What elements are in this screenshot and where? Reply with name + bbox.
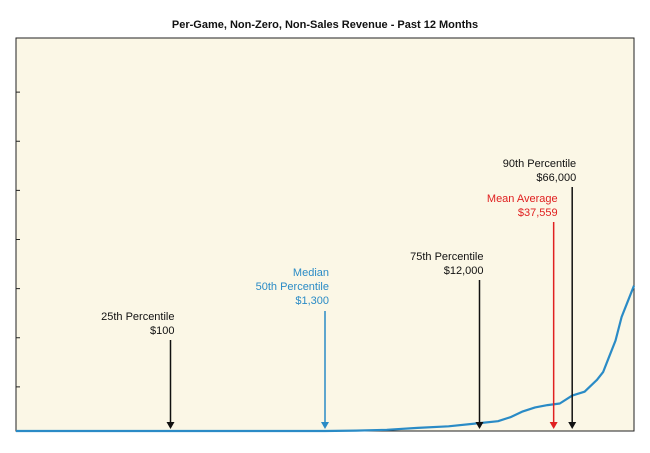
- annotation-arrowhead: [549, 422, 558, 429]
- annotation-1: Median 50th Percentile $1,300: [256, 267, 329, 429]
- annotation-arrowhead: [475, 422, 484, 429]
- annotation-label: $12,000: [444, 265, 484, 277]
- annotation-2: 75th Percentile $12,000: [410, 251, 484, 429]
- annotation-label: Mean Average: [487, 193, 558, 205]
- annotation-label: $37,559: [518, 207, 558, 219]
- annotation-label: 25th Percentile: [101, 311, 174, 323]
- annotation-label: 75th Percentile: [410, 251, 483, 263]
- annotation-label: $100: [150, 325, 174, 337]
- annotation-label: 50th Percentile: [256, 281, 329, 293]
- annotation-4: 90th Percentile $66,000: [503, 158, 577, 429]
- annotation-3: Mean Average $37,559: [487, 193, 558, 429]
- annotation-arrowhead: [321, 422, 329, 429]
- annotation-label: $66,000: [536, 172, 576, 184]
- annotation-0: 25th Percentile $100: [101, 311, 175, 429]
- percentile-annotations: 25th Percentile $100 Median 50th Percentile…: [101, 158, 577, 429]
- annotation-label: 90th Percentile: [503, 158, 576, 170]
- annotation-label: $1,300: [295, 295, 329, 307]
- annotation-arrowhead: [568, 422, 577, 429]
- y-axis-ticks: [16, 91, 20, 388]
- chart-title: Per-Game, Non-Zero, Non-Sales Revenue - …: [171, 19, 479, 31]
- annotation-label: Median: [293, 267, 329, 279]
- annotation-arrowhead: [166, 422, 175, 429]
